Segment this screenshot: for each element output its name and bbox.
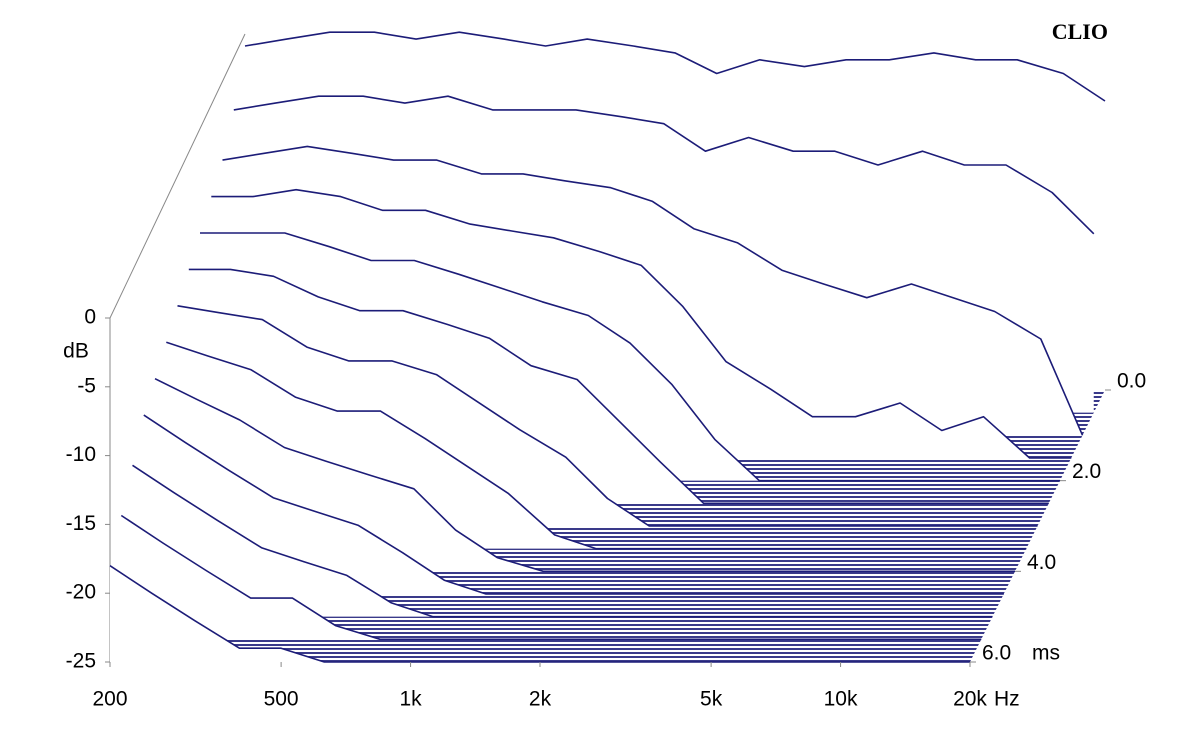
slice-fill [132, 465, 993, 617]
z-unit: ms [1032, 642, 1060, 665]
slice-line [132, 464, 993, 618]
watermark: CLIO [1052, 19, 1108, 44]
slice-fill [143, 415, 1004, 594]
y-tick-label: -5 [77, 374, 96, 397]
slice-fill [110, 565, 970, 662]
z-tick-label: 2.0 [1072, 460, 1101, 483]
y-axis-label: dB [63, 340, 89, 363]
x-tick-label: 20k [953, 688, 987, 711]
slice-fill [155, 378, 1015, 572]
y-tick-label: -25 [66, 650, 96, 673]
slice-line [233, 95, 1095, 235]
slice-line [154, 377, 1015, 573]
slice-line [177, 305, 1038, 527]
x-unit: Hz [994, 688, 1020, 711]
slice-line [244, 31, 1106, 102]
x-tick-label: 2k [529, 688, 552, 711]
wall-edge [109, 33, 246, 319]
z-tick-label: 0.0 [1117, 370, 1146, 393]
y-tick-label: -10 [66, 443, 96, 466]
slice-line [188, 268, 1049, 505]
slice-line [200, 232, 1060, 482]
x-tick-label: 200 [92, 688, 127, 711]
z-tick-label: 6.0 [982, 642, 1011, 665]
slice-line [120, 514, 982, 641]
x-tick-label: 1k [399, 688, 422, 711]
slice-line [143, 414, 1004, 595]
x-tick-label: 5k [700, 688, 723, 711]
slice-line [211, 188, 1072, 459]
x-tick-label: 10k [824, 688, 858, 711]
slice-line [222, 145, 1084, 436]
slice-line [166, 341, 1027, 550]
y-tick-label: -15 [66, 512, 96, 535]
x-tick-label: 500 [264, 688, 299, 711]
z-tick-label: 4.0 [1027, 551, 1056, 574]
slice-fill [121, 515, 982, 640]
y-tick-label: 0 [84, 306, 96, 329]
y-tick-label: -20 [66, 581, 96, 604]
